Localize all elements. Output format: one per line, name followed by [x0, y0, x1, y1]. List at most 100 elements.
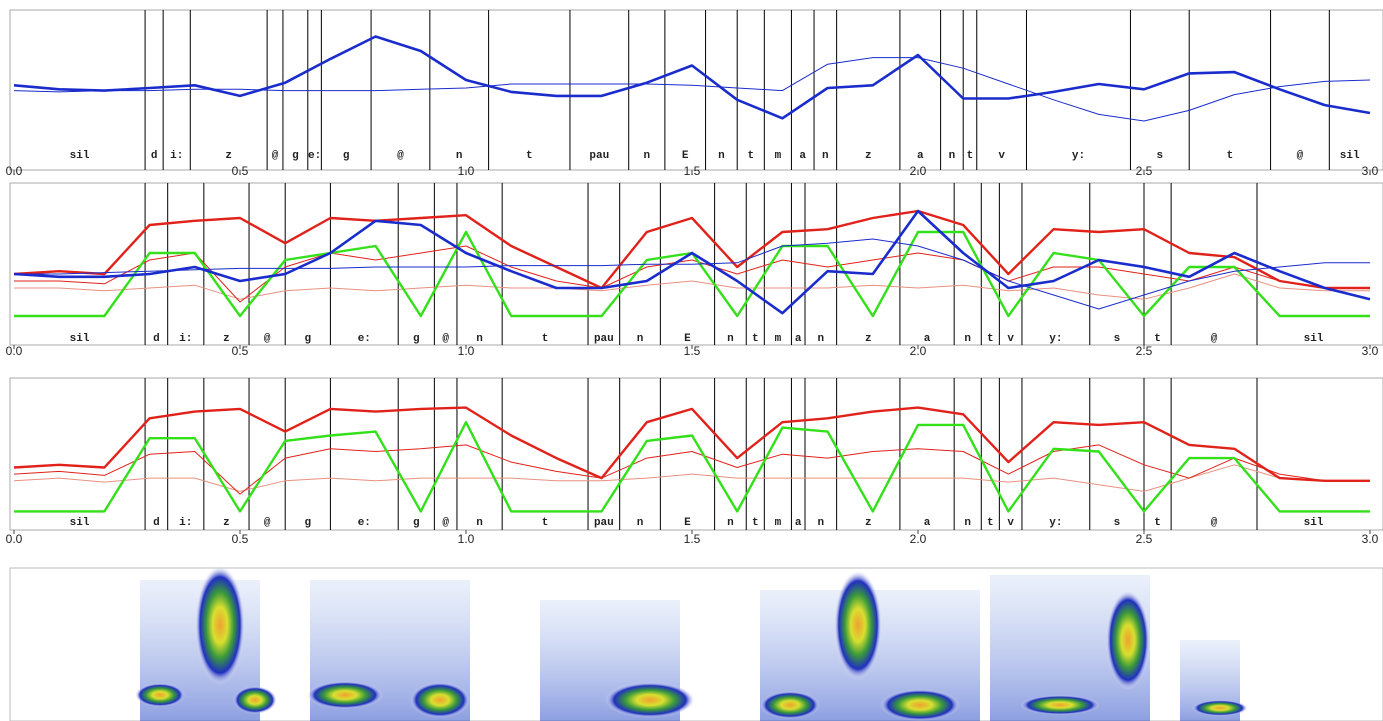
- phoneme-label: @: [442, 333, 449, 345]
- x-tick-label: 3.0: [1362, 164, 1379, 178]
- x-tick-label: 0.0: [6, 532, 23, 546]
- phoneme-label: e:: [358, 333, 371, 345]
- spectro-formant: [135, 683, 185, 707]
- phoneme-label: @: [264, 517, 271, 529]
- panel-frame: [10, 378, 1383, 530]
- phoneme-label: n: [637, 517, 644, 529]
- x-tick-label: 2.5: [1136, 344, 1153, 358]
- x-tick-label: 1.5: [684, 344, 701, 358]
- phoneme-label: i:: [179, 517, 192, 529]
- phoneme-label: z: [225, 150, 232, 162]
- x-tick-label: 0.5: [232, 344, 249, 358]
- spectro-formant: [880, 689, 960, 721]
- phoneme-label: @: [1297, 150, 1304, 162]
- phoneme-label: z: [865, 333, 872, 345]
- phoneme-label: a: [924, 517, 931, 529]
- x-tick-label: 2.0: [910, 164, 927, 178]
- phoneme-label: d: [153, 333, 160, 345]
- phoneme-label: t: [1227, 150, 1234, 162]
- phoneme-label: a: [917, 150, 924, 162]
- x-tick-label: 1.5: [684, 164, 701, 178]
- phoneme-label: n: [643, 150, 650, 162]
- phoneme-label: m: [775, 333, 782, 345]
- phoneme-label: n: [476, 333, 483, 345]
- x-tick-label: 1.0: [458, 164, 475, 178]
- phoneme-label: v: [1007, 517, 1014, 529]
- curve: [14, 465, 1370, 492]
- phoneme-label: n: [456, 150, 463, 162]
- phoneme-label: n: [822, 150, 829, 162]
- phoneme-label: E: [684, 517, 691, 529]
- x-tick-label: 2.0: [910, 532, 927, 546]
- phoneme-label: g: [413, 517, 420, 529]
- phoneme-label: pau: [589, 150, 609, 162]
- phoneme-label: t: [1154, 517, 1161, 529]
- x-tick-label: 0.5: [232, 164, 249, 178]
- spectro-formant: [605, 682, 695, 718]
- phoneme-label: z: [865, 517, 872, 529]
- phoneme-label: @: [397, 150, 404, 162]
- phoneme-label: t: [967, 150, 974, 162]
- x-tick-label: 3.0: [1362, 344, 1379, 358]
- phoneme-label: v: [998, 150, 1005, 162]
- phoneme-label: g: [292, 150, 299, 162]
- phoneme-label: n: [949, 150, 956, 162]
- spectro-formant: [233, 686, 277, 714]
- phoneme-label: sil: [1340, 150, 1360, 162]
- phoneme-label: pau: [594, 333, 614, 345]
- x-tick-label: 0.0: [6, 344, 23, 358]
- spectro-formant: [307, 681, 383, 709]
- x-tick-label: 1.5: [684, 532, 701, 546]
- phoneme-label: t: [747, 150, 754, 162]
- phoneme-label: t: [752, 517, 759, 529]
- spectro-formant: [410, 682, 470, 718]
- phoneme-label: sil: [70, 517, 90, 529]
- phoneme-label: m: [775, 517, 782, 529]
- x-tick-label: 0.0: [6, 164, 23, 178]
- spectro-formant: [760, 691, 820, 719]
- phoneme-label: s: [1114, 517, 1121, 529]
- phoneme-label: n: [637, 333, 644, 345]
- phoneme-label: t: [752, 333, 759, 345]
- phoneme-label: g: [304, 517, 311, 529]
- phoneme-label: n: [964, 333, 971, 345]
- phoneme-label: z: [865, 150, 872, 162]
- phoneme-label: @: [442, 517, 449, 529]
- x-tick-label: 2.0: [910, 344, 927, 358]
- curve: [14, 408, 1370, 481]
- phoneme-label: n: [964, 517, 971, 529]
- phoneme-label: t: [1154, 333, 1161, 345]
- phoneme-label: n: [727, 333, 734, 345]
- phoneme-label: @: [272, 150, 279, 162]
- x-tick-label: 1.0: [458, 344, 475, 358]
- phoneme-label: y:: [1049, 333, 1062, 345]
- phoneme-label: e:: [308, 150, 321, 162]
- phoneme-label: n: [718, 150, 725, 162]
- x-tick-label: 2.5: [1136, 164, 1153, 178]
- spectro-formant: [834, 570, 882, 680]
- phoneme-label: z: [223, 333, 230, 345]
- curve: [14, 37, 1370, 119]
- phoneme-label: v: [1007, 333, 1014, 345]
- curve: [14, 211, 1370, 313]
- curve: [14, 445, 1370, 494]
- spectro-formant: [1106, 590, 1150, 690]
- phoneme-label: pau: [594, 517, 614, 529]
- phoneme-label: sil: [1304, 333, 1324, 345]
- phoneme-label: i:: [170, 150, 183, 162]
- phoneme-label: e:: [358, 517, 371, 529]
- phoneme-label: t: [526, 150, 533, 162]
- curve: [14, 211, 1370, 288]
- x-tick-label: 3.0: [1362, 532, 1379, 546]
- x-tick-label: 2.5: [1136, 532, 1153, 546]
- phoneme-label: sil: [70, 333, 90, 345]
- phoneme-label: n: [476, 517, 483, 529]
- spectro-formant: [1192, 700, 1248, 716]
- phoneme-label: n: [727, 517, 734, 529]
- phoneme-label: sil: [1304, 517, 1324, 529]
- phoneme-label: E: [684, 333, 691, 345]
- phoneme-label: a: [795, 333, 802, 345]
